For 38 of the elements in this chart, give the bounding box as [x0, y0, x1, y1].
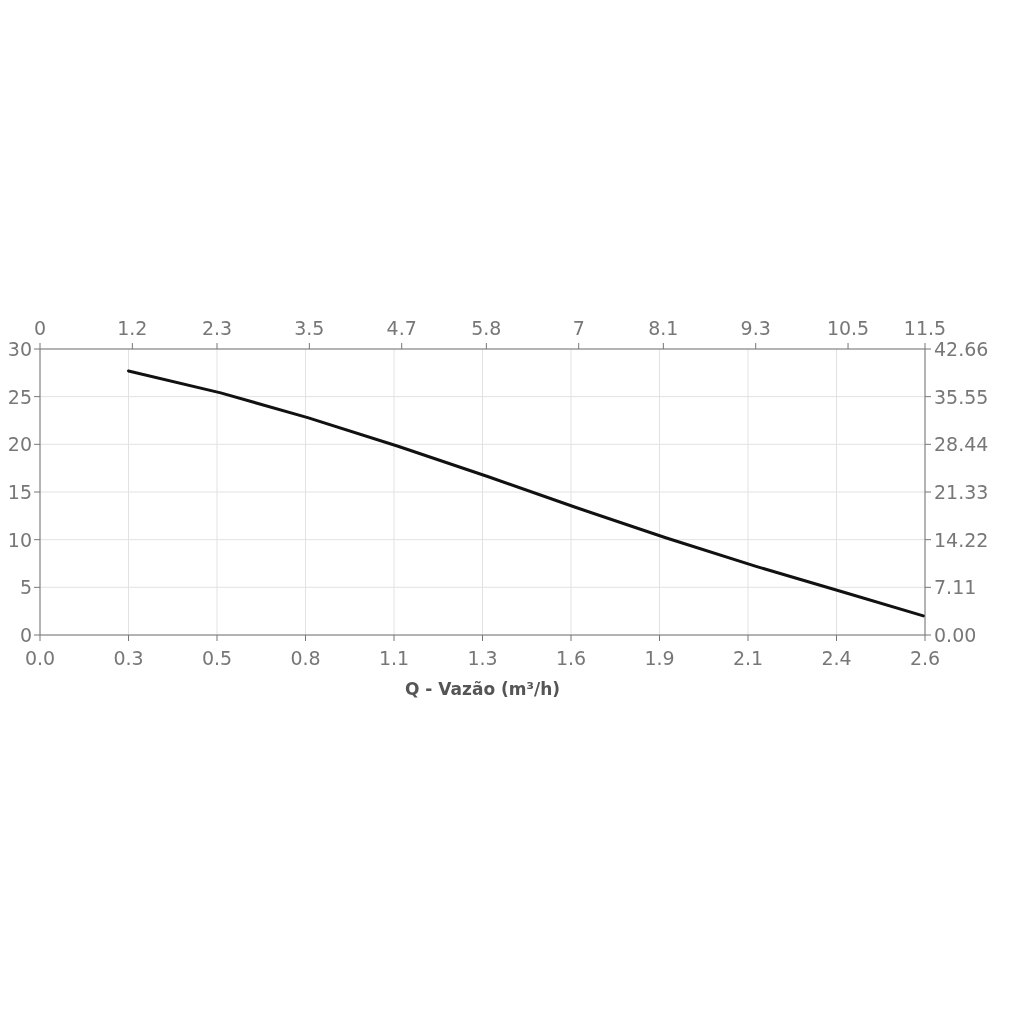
y-tick-label: 25	[7, 385, 32, 408]
x-tick-label: 2.1	[732, 647, 764, 669]
x-tick-label: 0.0	[24, 647, 56, 669]
y2-tick-label: 14.22	[934, 528, 989, 551]
y-tick-label: 20	[7, 433, 32, 456]
x-tick-label: 0.5	[201, 647, 233, 669]
y-tick-label: 10	[7, 528, 32, 551]
line-series	[127, 369, 925, 618]
y2-tick-label: 28.44	[934, 433, 989, 456]
x2-tick-label: 0	[33, 317, 47, 339]
x-tick-label: 1.3	[467, 647, 498, 669]
x2-tick-label: 10.5	[826, 317, 870, 339]
y-tick-label: 5	[19, 576, 32, 599]
x-tick-label: 1.6	[555, 647, 587, 669]
x-tick-label: 2.4	[821, 647, 852, 669]
y-tick-label: 0	[19, 624, 32, 646]
y-tick-label: 15	[7, 481, 32, 503]
y2-tick-label: 35.55	[934, 385, 989, 408]
x-tick-label: 0.3	[113, 647, 144, 669]
x2-tick-label: 3.5	[294, 317, 325, 339]
x2-tick-label: 1.2	[117, 317, 148, 339]
y2-tick-label: 21.33	[934, 481, 989, 503]
x2-tick-label: 2.3	[201, 317, 233, 339]
x-tick-label: 2.6	[909, 647, 941, 669]
y2-tick-label: 42.66	[934, 338, 989, 360]
x2-tick-label: 5.8	[471, 317, 502, 339]
x-axis-title: Q - Vazão (m³/h)	[404, 679, 561, 699]
y2-tick-label: 7.11	[934, 576, 977, 599]
x2-tick-label: 7	[572, 317, 585, 339]
x2-tick-label: 4.7	[386, 317, 417, 339]
x2-tick-label: 11.5	[903, 317, 947, 339]
x2-tick-label: 9.3	[740, 317, 771, 339]
x2-tick-label: 8.1	[648, 317, 679, 339]
x-tick-label: 1.9	[644, 647, 675, 669]
y-tick-label: 30	[7, 338, 32, 360]
y2-tick-label: 0.00	[934, 624, 977, 646]
x-tick-label: 0.8	[290, 647, 321, 669]
x-tick-label: 1.1	[378, 647, 410, 669]
